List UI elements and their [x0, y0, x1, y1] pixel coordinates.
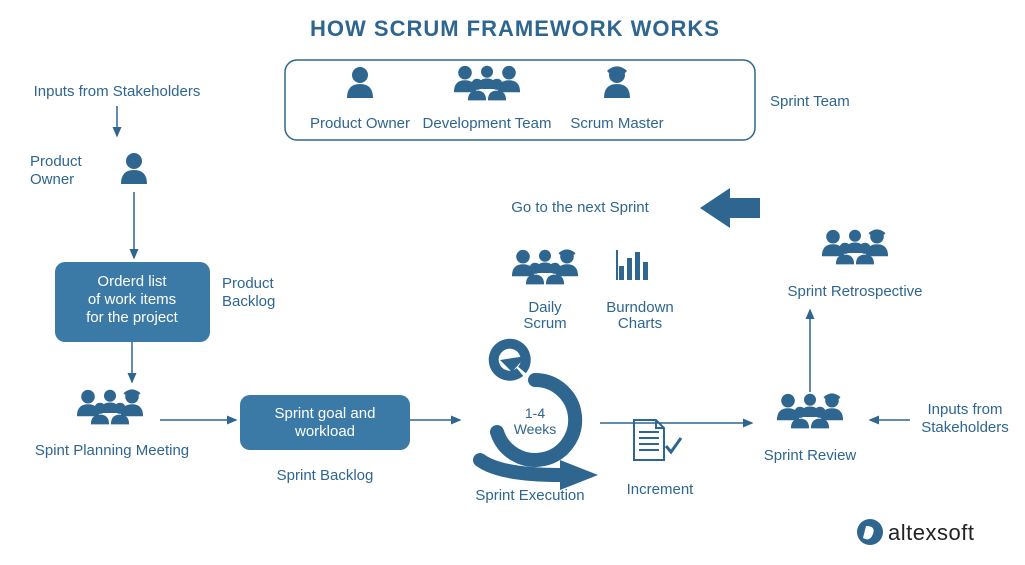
cycle-line1: 1-4 [525, 405, 545, 421]
burndown-icon [617, 250, 648, 280]
sprint-backlog-label: Sprint Backlog [277, 467, 374, 484]
product-backlog-label-2: Backlog [222, 293, 275, 310]
product-backlog-line2: of work items [88, 291, 176, 308]
role-scrum-master-label: Scrum Master [570, 115, 663, 132]
role-dev-team-label: Development Team [423, 115, 552, 132]
product-owner-icon [121, 153, 147, 184]
increment-label: Increment [627, 481, 695, 498]
sprint-cycle: 1-4 Weeks [480, 344, 598, 490]
next-sprint-arrow [700, 188, 760, 228]
sprint-retro-label: Sprint Retrospective [787, 283, 922, 300]
product-owner-label-1: Product [30, 153, 83, 170]
role-product-owner-label: Product Owner [310, 115, 410, 132]
sprint-planning-label: Spint Planning Meeting [35, 442, 189, 459]
inputs2-line1: Inputs from [927, 401, 1002, 418]
sprint-planning-icon [77, 390, 143, 425]
daily-scrum-label-2: Scrum [523, 315, 566, 332]
inputs2-line2: Stakeholders [921, 419, 1009, 436]
sprint-backlog-line1: Sprint goal and [275, 405, 376, 422]
product-owner-label-2: Owner [30, 171, 74, 188]
page-title: HOW SCRUM FRAMEWORK WORKS [310, 16, 720, 41]
sprint-backlog-line2: workload [294, 423, 355, 440]
sprint-execution-label: Sprint Execution [475, 487, 584, 504]
next-sprint-label: Go to the next Sprint [511, 199, 649, 216]
sprint-review-label: Sprint Review [764, 447, 857, 464]
burndown-label-1: Burndown [606, 299, 674, 316]
brand-text: altexsoft [888, 520, 974, 545]
inputs-stakeholders-label: Inputs from Stakeholders [34, 83, 201, 100]
sprint-retro-icon [822, 230, 888, 265]
product-backlog-line1: Orderd list [97, 273, 167, 290]
brand-logo: altexsoft [857, 519, 974, 545]
product-backlog-line3: for the project [86, 309, 179, 326]
product-backlog-label-1: Product [222, 275, 275, 292]
daily-scrum-icon [512, 250, 578, 285]
increment-icon [634, 420, 681, 460]
burndown-label-2: Charts [618, 315, 662, 332]
sprint-review-icon [777, 394, 843, 429]
cycle-line2: Weeks [514, 421, 557, 437]
sprint-team-label: Sprint Team [770, 93, 850, 110]
daily-scrum-label-1: Daily [528, 299, 562, 316]
